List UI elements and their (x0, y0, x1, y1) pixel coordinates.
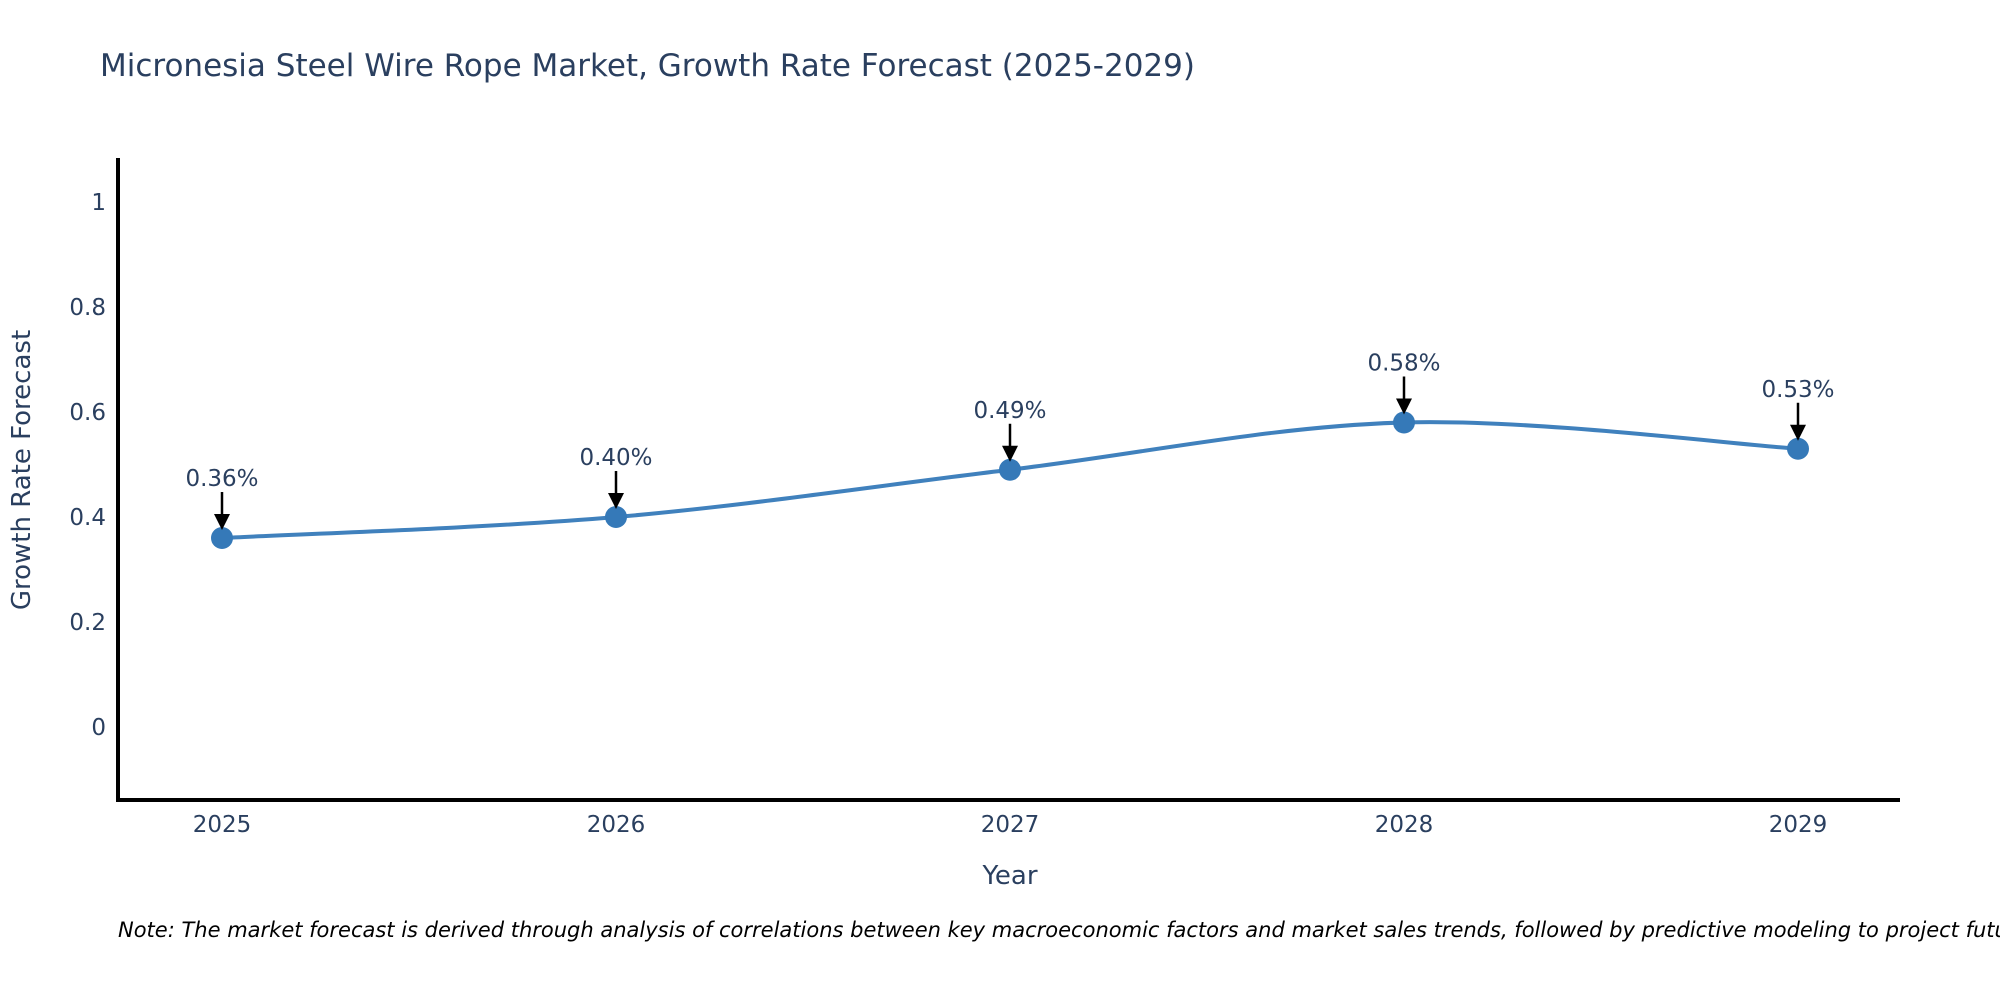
annotation-arrowhead (1002, 445, 1018, 462)
data-point[interactable] (999, 458, 1021, 481)
y-axis-title: Growth Rate Forecast (7, 330, 37, 610)
data-point[interactable] (1393, 411, 1415, 434)
chart-title: Micronesia Steel Wire Rope Market, Growt… (100, 48, 1195, 84)
y-tick-label: 0.6 (69, 400, 106, 426)
annotation-arrowhead (608, 493, 624, 510)
annotation-label: 0.53% (1761, 377, 1834, 403)
annotation-label: 0.58% (1367, 351, 1440, 377)
x-tick-label: 2026 (587, 812, 646, 838)
annotation-label: 0.49% (973, 398, 1046, 424)
y-tick-label: 1 (91, 190, 106, 216)
data-point[interactable] (1787, 437, 1809, 460)
x-tick-label: 2029 (1769, 812, 1828, 838)
annotation-label: 0.40% (579, 445, 652, 471)
data-point[interactable] (605, 506, 627, 529)
annotation-arrowhead (1790, 424, 1806, 441)
x-tick-label: 2025 (193, 812, 252, 838)
data-point[interactable] (211, 527, 233, 550)
x-tick-label: 2028 (1375, 812, 1434, 838)
x-axis-title: Year (981, 861, 1037, 891)
y-tick-label: 0.2 (69, 610, 106, 636)
annotation-arrowhead (214, 514, 230, 531)
annotation-arrowhead (1396, 398, 1412, 415)
y-tick-label: 0.4 (69, 505, 106, 531)
footnote: Note: The market forecast is derived thr… (118, 918, 2000, 942)
y-tick-label: 0 (91, 715, 106, 741)
annotation-label: 0.36% (185, 466, 258, 492)
plot-area[interactable]: 0 0.2 0.4 0.6 0.8 1 2025 2026 2027 2028 2029 0.36% 0… (69, 158, 1900, 838)
y-tick-label: 0.8 (69, 295, 106, 321)
x-tick-label: 2027 (981, 812, 1040, 838)
